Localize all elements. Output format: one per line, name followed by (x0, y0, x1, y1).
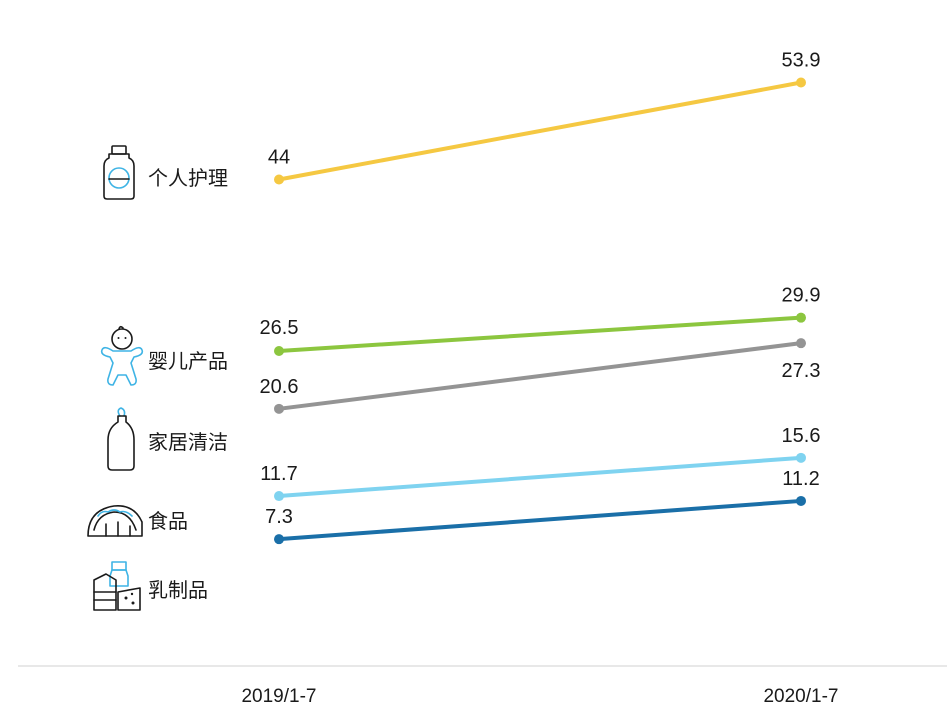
data-label: 53.9 (782, 49, 821, 71)
series-line (277, 80, 803, 182)
data-label: 29.9 (782, 285, 821, 307)
category-labels: 个人护理 婴儿产品 家居清洁 食品 乳制品 (148, 166, 228, 602)
cleaner-bottle-icon (107, 407, 135, 471)
data-point (796, 312, 806, 323)
category-label-home-cleaning: 家居清洁 (148, 430, 228, 454)
data-point (274, 534, 284, 545)
category-label-personal-care: 个人护理 (148, 166, 228, 190)
series-5: 7.3 11.2 (265, 468, 820, 545)
data-point (274, 346, 284, 356)
taco-icon (87, 505, 143, 537)
data-label: 44 (268, 147, 290, 169)
data-point (796, 77, 806, 88)
series-line (277, 341, 803, 411)
data-point (796, 338, 806, 349)
series-2: 26.5 29.9 (260, 285, 821, 356)
baby-icon (100, 325, 144, 386)
data-point (274, 174, 284, 185)
category-label-baby-products: 婴儿产品 (148, 349, 228, 373)
series-3: 20.6 27.3 (260, 338, 821, 414)
x-tick-label: 2019/1-7 (241, 686, 316, 707)
data-point (796, 452, 806, 463)
lotion-bottle-icon (103, 145, 135, 200)
series-layer: 44 53.9 26.5 29.9 20.6 27.3 11.7 15.6 7.3 11.2 (260, 49, 821, 545)
data-point (274, 491, 284, 502)
data-label: 27.3 (782, 360, 821, 382)
data-label: 11.7 (260, 463, 297, 485)
data-label: 11.2 (782, 468, 819, 490)
data-label: 26.5 (260, 317, 299, 339)
category-label-dairy: 乳制品 (148, 578, 208, 602)
series-line (277, 315, 803, 353)
data-point (274, 403, 284, 414)
series-line (277, 455, 803, 499)
x-tick-labels: 2019/1-7 2020/1-7 (241, 686, 838, 707)
x-tick-label: 2020/1-7 (763, 686, 838, 707)
category-label-food: 食品 (148, 509, 188, 533)
series-4: 11.7 15.6 (260, 425, 821, 502)
series-line (277, 498, 803, 542)
series-1: 44 53.9 (268, 49, 821, 185)
data-label: 20.6 (260, 376, 299, 398)
data-label: 7.3 (265, 506, 293, 528)
data-point (796, 495, 806, 506)
dairy-products-icon (93, 561, 141, 611)
data-label: 15.6 (782, 425, 821, 447)
